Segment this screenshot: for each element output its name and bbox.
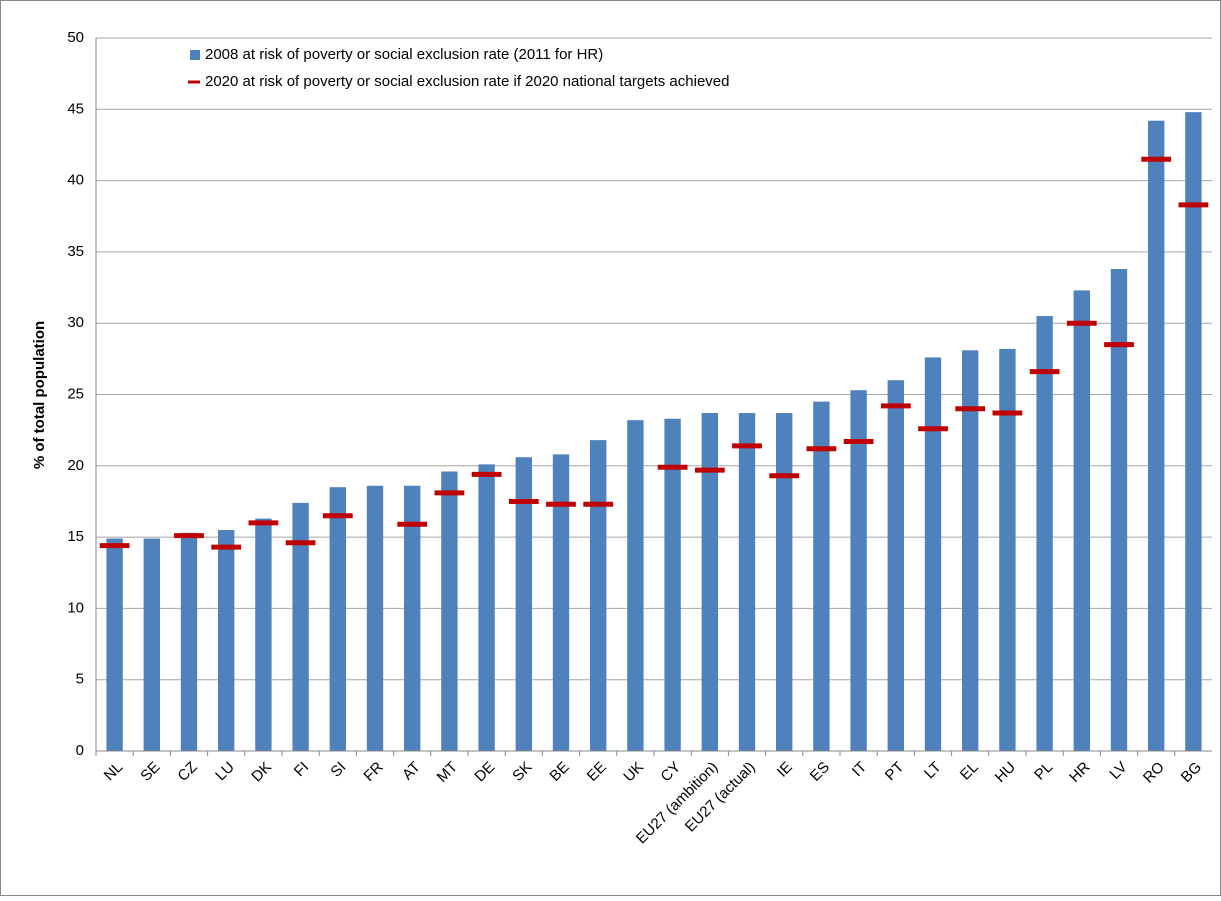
- bar: [813, 401, 830, 751]
- y-axis-label: % of total population: [31, 321, 48, 469]
- y-tick-label: 5: [76, 671, 84, 688]
- bar: [180, 532, 198, 751]
- bar: [738, 413, 756, 751]
- bar: [441, 471, 458, 751]
- bar: [701, 413, 718, 751]
- y-tick-label: 50: [67, 29, 84, 46]
- y-tick-label: 40: [67, 172, 84, 189]
- bar: [366, 485, 384, 751]
- bar: [590, 440, 607, 751]
- bar: [887, 380, 904, 751]
- bar: [292, 502, 309, 751]
- bar: [999, 348, 1016, 751]
- bar: [962, 350, 979, 751]
- bar: [329, 487, 346, 751]
- legend-swatch: [190, 50, 200, 60]
- bar: [515, 457, 532, 751]
- bar: [552, 454, 570, 751]
- bar: [255, 518, 272, 751]
- bar: [1110, 269, 1128, 751]
- bar: [404, 485, 421, 751]
- bar: [776, 413, 793, 751]
- y-tick-label: 30: [67, 314, 84, 331]
- y-tick-label: 35: [67, 243, 84, 260]
- bar: [1148, 120, 1165, 751]
- bar: [627, 420, 644, 751]
- bar: [1185, 112, 1202, 752]
- legend-label: 2020 at risk of poverty or social exclus…: [205, 73, 729, 90]
- bar: [143, 538, 160, 751]
- y-tick-label: 45: [67, 100, 84, 117]
- bar: [478, 464, 495, 751]
- bar: [850, 390, 867, 751]
- y-tick-label: 20: [67, 457, 84, 474]
- y-tick-label: 10: [67, 599, 84, 616]
- bar: [106, 538, 123, 751]
- bar: [664, 418, 681, 751]
- bar: [218, 529, 235, 751]
- bar: [1036, 316, 1053, 751]
- y-tick-label: 0: [76, 742, 84, 759]
- legend-label: 2008 at risk of poverty or social exclus…: [205, 46, 603, 63]
- y-tick-label: 25: [67, 385, 84, 402]
- y-tick-label: 15: [67, 528, 84, 545]
- bar: [924, 357, 942, 751]
- bar: [1073, 290, 1090, 751]
